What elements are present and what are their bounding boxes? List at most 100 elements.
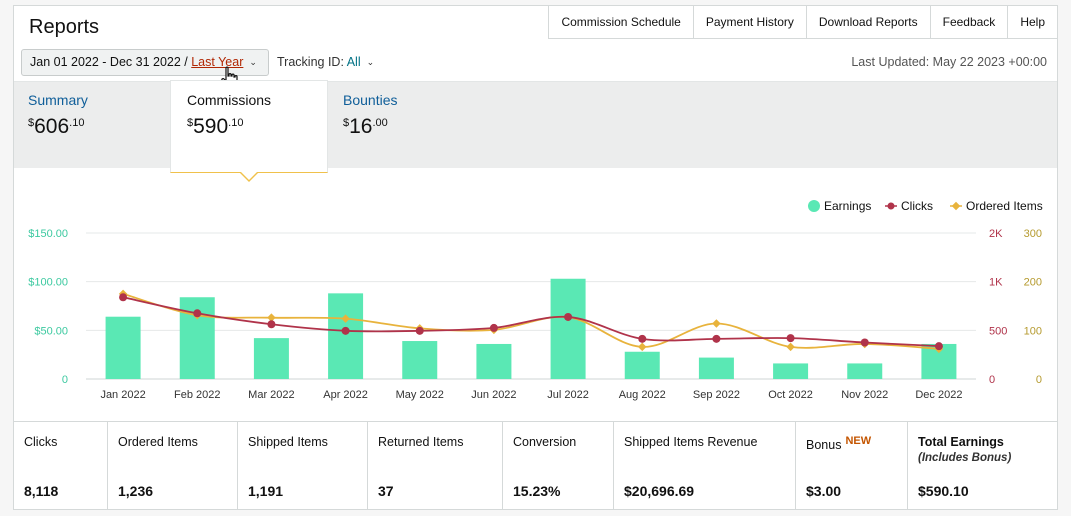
stat-shipped-items-revenue: Shipped Items Revenue $20,696.69 <box>614 422 796 510</box>
stat-conversion: Conversion 15.23% <box>503 422 614 510</box>
earnings-bar <box>402 341 438 379</box>
clicks-point <box>341 326 350 335</box>
earnings-bar <box>773 363 809 379</box>
tab-commissions[interactable]: Commissions $590.10 <box>170 80 328 173</box>
earnings-bar <box>550 278 586 379</box>
x-axis-tick-label: Aug 2022 <box>619 389 666 401</box>
x-axis-tick-label: Oct 2022 <box>768 389 813 401</box>
clicks-axis-tick-label: 2K <box>989 228 1003 240</box>
ordered-items-axis-tick-label: 300 <box>1024 228 1042 240</box>
legend-earnings-swatch <box>808 200 820 212</box>
legend-label: Ordered Items <box>966 199 1043 213</box>
legend-clicks-swatch <box>887 202 895 210</box>
x-axis-tick-label: Feb 2022 <box>174 389 220 401</box>
earnings-bar <box>847 363 883 379</box>
x-axis-tick-label: May 2022 <box>396 389 444 401</box>
clicks-point <box>119 293 128 302</box>
clicks-point <box>564 312 573 321</box>
left-axis-tick-label: $50.00 <box>34 325 68 337</box>
date-range-text: Jan 01 2022 - Dec 31 2022 / <box>30 55 192 69</box>
x-axis-tick-label: Jan 2022 <box>100 389 145 401</box>
tracking-id-value[interactable]: All <box>346 55 361 69</box>
stat-ordered-items: Ordered Items 1,236 <box>108 422 238 510</box>
tab-summary[interactable]: Summary $606.10 <box>28 92 88 139</box>
clicks-point <box>638 334 647 343</box>
earnings-bar <box>105 316 141 379</box>
stat-total-earnings: Total Earnings (Includes Bonus) $590.10 <box>908 422 1057 510</box>
stat-sublabel: (Includes Bonus) <box>918 452 1012 464</box>
x-axis-tick-label: Apr 2022 <box>323 389 368 401</box>
clicks-point <box>489 323 498 332</box>
stat-returned-items: Returned Items 37 <box>368 422 503 510</box>
ordered-items-point <box>267 313 276 322</box>
clicks-point <box>934 342 943 351</box>
tab-commissions-label: Commissions <box>187 92 272 108</box>
tab-bounties[interactable]: Bounties $16.00 <box>343 92 397 139</box>
stat-shipped-items: Shipped Items 1,191 <box>238 422 368 510</box>
ordered-items-axis-tick-label: 0 <box>1036 374 1042 386</box>
earnings-bar <box>698 357 734 379</box>
stat-value: 1,236 <box>118 483 154 499</box>
legend-label: Clicks <box>901 199 933 213</box>
stat-value: 15.23% <box>513 483 561 499</box>
tracking-label: Tracking ID: <box>277 55 347 69</box>
earnings-bar <box>328 293 364 379</box>
stat-value: 8,118 <box>24 483 59 499</box>
x-axis-tick-label: Sep 2022 <box>693 389 740 401</box>
clicks-axis-tick-label: 500 <box>989 325 1007 337</box>
tab-pointer <box>240 172 258 182</box>
stat-value: $590.10 <box>918 483 969 499</box>
payment-history-button[interactable]: Payment History <box>693 5 807 39</box>
clicks-point <box>193 309 202 318</box>
clicks-line <box>122 296 939 348</box>
commissions-amount: $590.10 <box>187 115 244 138</box>
clicks-point <box>786 334 795 343</box>
date-range-dropdown[interactable]: Jan 01 2022 - Dec 31 2022 / Last Year ⌄ <box>21 49 269 76</box>
commission-schedule-button[interactable]: Commission Schedule <box>548 5 694 39</box>
clicks-axis-tick-label: 0 <box>989 374 995 386</box>
chevron-down-icon: ⌄ <box>249 57 257 67</box>
ordered-items-point <box>786 342 795 352</box>
ordered-items-point <box>638 342 647 352</box>
stat-value: 37 <box>378 483 394 499</box>
page-title: Reports <box>29 16 100 38</box>
stat-label: Bonus NEW <box>806 435 872 453</box>
ordered-items-point <box>341 314 350 323</box>
tracking-id-filter[interactable]: Tracking ID: All ⌄ <box>277 55 374 69</box>
legend-label: Earnings <box>824 199 871 213</box>
x-axis-tick-label: Dec 2022 <box>915 389 962 401</box>
download-reports-button[interactable]: Download Reports <box>806 5 931 39</box>
stat-label: Returned Items <box>378 435 464 449</box>
summary-amount: $606.10 <box>28 115 85 138</box>
clicks-point <box>267 320 276 329</box>
stat-label: Conversion <box>513 435 577 449</box>
x-axis-tick-label: Jul 2022 <box>547 389 589 401</box>
feedback-button[interactable]: Feedback <box>930 5 1009 39</box>
ordered-items-point <box>712 319 721 328</box>
stat-label: Ordered Items <box>118 435 198 449</box>
earnings-bar <box>253 338 289 379</box>
x-axis-tick-label: Nov 2022 <box>841 389 888 401</box>
earnings-bar <box>476 343 512 379</box>
left-axis-tick-label: $150.00 <box>28 228 68 240</box>
help-button[interactable]: Help <box>1008 5 1058 39</box>
reports-card: Reports Commission Schedule Payment Hist… <box>13 5 1058 510</box>
chevron-down-icon: ⌄ <box>366 57 375 67</box>
stat-label: Total Earnings <box>918 435 1004 449</box>
tab-summary-label: Summary <box>28 92 88 108</box>
earnings-chart: $150.00 $100.00 $50.00 0 2K 1K 500 0 300 200 100 0 J… <box>28 199 1043 401</box>
left-axis-tick-label: $100.00 <box>28 277 68 289</box>
x-axis-tick-label: Mar 2022 <box>248 389 294 401</box>
date-preset-link[interactable]: Last Year <box>191 55 244 69</box>
stat-bonus: Bonus NEW $3.00 <box>796 422 908 510</box>
ordered-items-axis-tick-label: 200 <box>1024 277 1042 289</box>
top-nav: Commission Schedule Payment History Down… <box>548 5 1058 39</box>
clicks-axis-tick-label: 1K <box>989 277 1003 289</box>
ordered-items-axis-tick-label: 100 <box>1024 325 1042 337</box>
stats-bar: Clicks 8,118 Ordered Items 1,236 Shipped… <box>14 421 1057 510</box>
stat-clicks: Clicks 8,118 <box>14 422 108 510</box>
last-updated-text: Last Updated: May 22 2023 +00:00 <box>851 55 1047 69</box>
left-axis-tick-label: 0 <box>62 374 68 386</box>
stat-label: Clicks <box>24 435 58 449</box>
